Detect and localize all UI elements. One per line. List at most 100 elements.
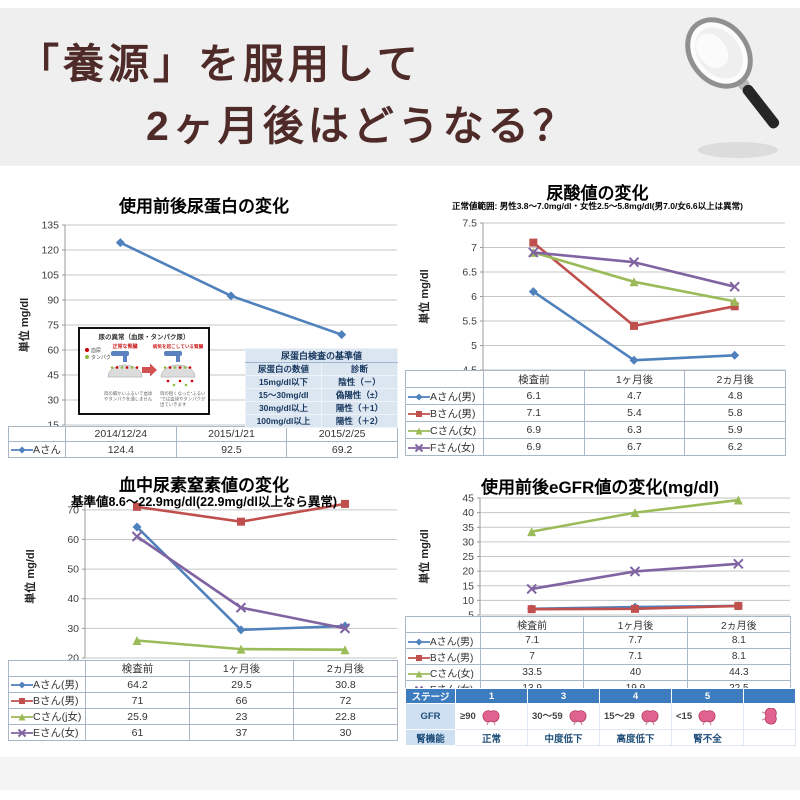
table-header-row: 検査前 1ヶ月後 2ヵ月後 xyxy=(405,616,791,633)
series-marker-icon xyxy=(408,638,430,646)
stage-number-cell: 1 xyxy=(455,688,528,704)
legend-cell: Bさん(男) xyxy=(405,648,481,665)
legend-cell: Cさん(女) xyxy=(405,664,481,681)
y-axis-label-urine-protein: 単位 mg/dl xyxy=(19,297,31,353)
series-name: Bさん(男) xyxy=(430,653,474,664)
series-name: Bさん(男) xyxy=(33,695,79,707)
y-tick-label: 30 xyxy=(47,395,59,407)
series-line xyxy=(119,241,343,336)
series-name: Aさん(男) xyxy=(430,637,474,648)
legend-cell: Aさん xyxy=(8,441,66,458)
standards-cell: 偽陽性（±） xyxy=(321,388,398,402)
svg-text:やタンパクを通しません: やタンパクを通しません xyxy=(104,396,153,403)
value-cell: 4.8 xyxy=(684,387,786,405)
value-cell: 72 xyxy=(293,692,398,709)
standards-cell: 100mg/dl以上 xyxy=(245,414,322,428)
gfr-extra-cell xyxy=(743,703,796,730)
value-cell: 6.2 xyxy=(684,438,786,456)
y-tick-label: 60 xyxy=(47,345,59,357)
chart-title-uric-acid: 尿酸値の変化 xyxy=(546,184,649,203)
renal-function-extra-cell xyxy=(743,729,796,746)
chart-subtitle-uric-acid: 正常値範囲: 男性3.8～7.0mg/dl・女性2.5～5.8mg/dl(男7.… xyxy=(452,201,743,211)
inset-title: 尿の異常（血尿・タンパク尿） xyxy=(99,332,190,341)
gfr-value-cell: ≥90 xyxy=(455,703,528,730)
table-header-row: 検査前 1ヶ月後 2ヵ月後 xyxy=(405,370,786,388)
table-corner-cell xyxy=(8,660,86,677)
series-name: Cさん(女) xyxy=(430,669,474,680)
series-name: Cさん(女) xyxy=(430,424,477,437)
value-cell: 7.1 xyxy=(483,404,585,422)
y-tick-label: 60 xyxy=(67,534,79,546)
legend-cell: Bさん(男) xyxy=(405,404,484,422)
standards-row: 15～30mg/dl 偽陽性（±） xyxy=(245,388,398,402)
chart-plot-uric-acid: 4.555.566.577.5 xyxy=(462,218,785,377)
series-line xyxy=(136,535,346,630)
value-cell: 6.9 xyxy=(483,438,585,456)
kidney-icon xyxy=(482,709,500,725)
value-cell: 92.5 xyxy=(175,441,288,458)
y-tick-label: 40 xyxy=(462,507,474,519)
value-cell: 8.1 xyxy=(686,648,791,665)
category-header-cell: 2ヵ月後 xyxy=(686,616,791,633)
magnifier-shadow xyxy=(698,142,778,158)
y-tick-label: 5 xyxy=(468,610,474,622)
value-cell: 7.1 xyxy=(479,632,585,649)
value-cell: 61 xyxy=(85,724,190,741)
y-tick-label: 7 xyxy=(471,242,477,254)
series-marker-icon xyxy=(11,446,33,454)
gfr-label-cell: GFR xyxy=(405,703,456,730)
y-tick-label: 5 xyxy=(471,340,477,352)
series-name: Fさん(女) xyxy=(430,441,475,454)
series-name: Cさん(j女) xyxy=(33,711,82,723)
y-axis-label-egfr: 単位 mg/dl xyxy=(419,529,431,584)
category-header-cell: 1ヶ月後 xyxy=(583,370,686,388)
value-cell: 6.7 xyxy=(583,438,686,456)
kidney-icon xyxy=(569,709,587,725)
value-cell: 6.3 xyxy=(583,421,686,439)
standards-col-header: 診断 xyxy=(321,362,398,376)
value-cell: 37 xyxy=(189,724,294,741)
table-row: Bさん(男) 7.1 5.4 5.8 xyxy=(405,404,786,422)
legend-cell: Aさん(男) xyxy=(8,676,86,693)
value-cell: 5.9 xyxy=(684,421,786,439)
value-cell: 6.1 xyxy=(483,387,585,405)
y-tick-label: 5.5 xyxy=(462,316,477,328)
table-header-row: 検査前 1ヶ月後 2ヵ月後 xyxy=(8,660,398,677)
legend-cell: Bさん(男) xyxy=(8,692,86,709)
standards-row: 30mg/dl以上 陽性（＋1） xyxy=(245,401,398,415)
legend-cell: Cさん(女) xyxy=(405,421,484,439)
series-marker-icon xyxy=(408,410,430,417)
value-cell: 33.5 xyxy=(479,664,585,681)
chart-plot-blood-urea-nitrogen: 20 30 40 50 60 70 xyxy=(67,495,397,665)
y-tick-label: 135 xyxy=(41,220,59,232)
value-cell: 7.1 xyxy=(583,648,688,665)
category-header-cell: 2ヵ月後 xyxy=(293,660,398,677)
standards-cell: 30mg/dl以上 xyxy=(245,401,322,415)
series-marker-icon xyxy=(408,393,430,401)
y-tick-label: 45 xyxy=(462,493,474,505)
svg-text:病気を起こしている腎臓: 病気を起こしている腎臓 xyxy=(153,343,204,350)
stage-number-cell: 3 xyxy=(527,688,600,704)
table-row: Aさん(男) 64.2 29.5 30.8 xyxy=(8,676,398,693)
series-marker-icon xyxy=(11,698,33,705)
arrow-right-icon xyxy=(142,363,157,377)
renal-function-cell: 正常 xyxy=(455,729,528,746)
series-marker-icon xyxy=(408,427,430,435)
y-tick-label: 90 xyxy=(47,295,59,307)
legend-cell: Cさん(j女) xyxy=(8,708,86,725)
footer-strip xyxy=(0,757,800,790)
svg-text:正常な腎臓: 正常な腎臓 xyxy=(112,343,137,350)
svg-text:血尿: 血尿 xyxy=(91,347,101,354)
renal-function-cell: 中度低下 xyxy=(527,729,600,746)
series-marker-icon xyxy=(408,670,430,678)
series-marker-icon xyxy=(11,681,33,689)
chart-title-urine-protein: 使用前後尿蛋白の変化 xyxy=(119,197,289,216)
y-axis-label-bun: 単位 mg/dl xyxy=(25,549,37,604)
category-header-cell: 1ヶ月後 xyxy=(583,616,688,633)
table-row: Eさん(女) 61 37 30 xyxy=(8,724,398,741)
standards-cell: 陽性（＋2） xyxy=(321,414,398,428)
value-cell: 124.4 xyxy=(65,441,177,458)
data-table-egfr: 検査前 1ヶ月後 2ヵ月後 Aさん(男) 7.1 7.7 8.1 Bさん(男) 7 7.1 8.1 C… xyxy=(405,616,791,697)
y-tick-label: 20 xyxy=(67,653,79,665)
